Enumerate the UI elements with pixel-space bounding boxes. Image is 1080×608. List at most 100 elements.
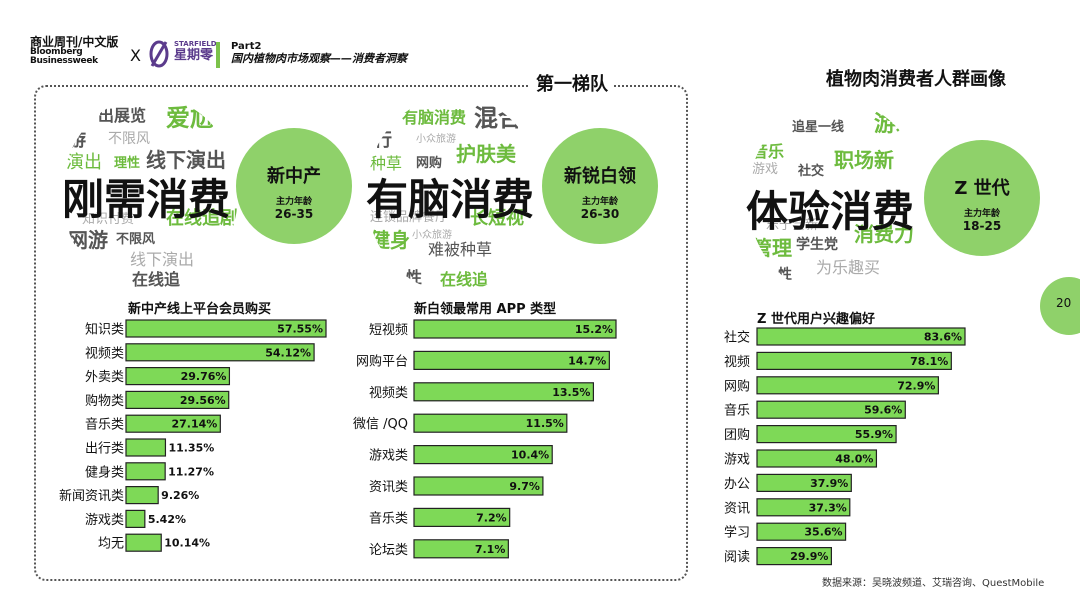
partner-big: 星期零 <box>174 48 214 63</box>
brand-sub-1: Bloomberg <box>30 47 83 57</box>
persona-age-1: 26-35 <box>274 207 314 221</box>
cloud-word: 性 <box>406 268 423 287</box>
cloud-word: 理性 <box>114 156 141 171</box>
bar <box>756 473 852 492</box>
bar <box>125 390 230 410</box>
bar <box>756 498 851 517</box>
persona-age-label-3: 主力年龄 <box>963 209 1000 219</box>
cloud-word: 行 <box>374 130 392 151</box>
cloud-word: 护肤美 <box>456 142 516 166</box>
bar-value-label: 10.14% <box>164 537 210 550</box>
bar-category-label: 微信 /QQ <box>353 417 408 432</box>
bar-value-label: 10.4% <box>511 449 549 462</box>
persona-badge-3: Z 世代 主力年龄 18-25 <box>924 140 1040 256</box>
brand-main: 商业周刊/中文版 <box>30 35 119 49</box>
persona-age-label-2: 主力年龄 <box>581 197 618 207</box>
bar-category-label: 视频类 <box>85 346 124 361</box>
cloud-word: 消费力 <box>854 222 914 246</box>
bar-category-label: 购物类 <box>85 393 124 409</box>
bar <box>413 476 544 496</box>
cloud-word: 职场新 <box>834 148 894 172</box>
cloud-word: 难被种草 <box>428 240 493 259</box>
bar <box>756 351 952 370</box>
bar-category-label: 游戏类 <box>85 513 124 528</box>
cloud-word: 种草 <box>370 154 403 173</box>
bar-category-label: 网购平台 <box>356 353 408 369</box>
bar <box>756 424 897 444</box>
bar <box>413 507 511 527</box>
cloud-word: 游 <box>68 130 86 151</box>
bar-category-label: 学习 <box>724 525 750 541</box>
part-heading: Part2 国内植物肉市场观察——消费者洞察 <box>231 41 407 65</box>
bar <box>413 350 610 371</box>
persona-headword-3: 体验消费 <box>746 187 915 236</box>
bar-value-label: 11.35% <box>168 442 214 455</box>
persona-badge-1: 新中产 主力年龄 26-35 <box>236 128 352 244</box>
tier-label: 第一梯队 <box>530 70 614 96</box>
bar-value-label: 13.5% <box>552 386 590 399</box>
cloud-word: 管理 <box>752 236 792 260</box>
bar-category-label: 网购 <box>724 378 750 394</box>
bar-value-label: 14.7% <box>568 354 606 367</box>
bar <box>125 414 221 433</box>
bar <box>756 547 832 566</box>
bar-chart-2: 短视频 15.2% 网购平台 14.7% 视频类 13.5% 微信 /QQ 11.5% 游戏类 1… <box>353 319 617 559</box>
bar-category-label: 知识类 <box>85 322 124 338</box>
cloud-word: 爱尬 <box>166 104 214 132</box>
part-accent-bar <box>216 42 220 68</box>
bar <box>125 438 167 457</box>
word-cloud-3: 追星一线 游戏 音乐 社交 职场新 游戏 乐于尝新 管理 学生党 消费力 为乐趣… <box>748 100 924 296</box>
bar-category-label: 外卖类 <box>85 370 124 385</box>
persona-name-3: Z 世代 <box>954 178 1010 199</box>
cloud-word: 游戏 <box>752 162 779 177</box>
bar <box>413 382 595 402</box>
bar-value-label: 11.5% <box>526 417 564 430</box>
bar-category-label: 均无 <box>98 537 124 552</box>
cloud-word: 不限风 <box>108 131 150 147</box>
bar-category-label: 游戏 <box>724 453 750 468</box>
bar <box>756 449 878 468</box>
bar <box>413 319 617 339</box>
bar-category-label: 出行类 <box>85 442 124 457</box>
bar-category-label: 音乐类 <box>369 510 408 526</box>
bar <box>125 509 146 528</box>
bar <box>125 366 231 386</box>
brand-logo: 商业周刊/中文版 Bloomberg Businessweek <box>30 36 118 66</box>
bar <box>756 376 939 395</box>
cloud-word: 在线追 <box>132 270 181 289</box>
bar <box>125 319 327 338</box>
bar-category-label: 游戏类 <box>369 449 408 464</box>
cloud-word: 社交 <box>798 164 825 179</box>
part-title: 国内植物肉市场观察——消费者洞察 <box>231 52 407 65</box>
bar <box>413 445 553 465</box>
bar-value-label: 37.3% <box>809 501 847 514</box>
bar-value-label: 27.14% <box>171 418 217 431</box>
bar-category-label: 健身类 <box>85 464 124 480</box>
bar <box>756 522 847 541</box>
bar-value-label: 11.27% <box>168 465 214 478</box>
chart-title-3: Z 世代用户兴趣偏好 <box>757 312 875 327</box>
cloud-word: 追星一线 <box>792 120 845 135</box>
data-source: 数据来源：吴晓波频道、艾瑞咨询、QuestMobile <box>822 578 1045 589</box>
bar-value-label: 57.55% <box>277 323 323 336</box>
persona-name-1: 新中产 <box>267 166 321 187</box>
bar-value-label: 9.26% <box>161 489 199 502</box>
bar-category-label: 新闻资讯类 <box>59 488 124 504</box>
part-label: Part2 <box>231 41 262 52</box>
bar-category-label: 视频 <box>724 355 750 370</box>
cloud-word: 网游 <box>68 228 108 252</box>
bar-value-label: 78.1% <box>910 355 948 368</box>
bar-value-label: 54.12% <box>265 346 311 359</box>
persona-age-2: 26-30 <box>580 207 620 221</box>
bar <box>756 327 966 346</box>
bar <box>125 486 159 505</box>
cloud-word: 有脑消费 <box>402 108 467 127</box>
bar-value-label: 29.56% <box>180 394 226 407</box>
bar-category-label: 音乐 <box>724 403 750 419</box>
cloud-word: 游戏 <box>874 112 919 137</box>
chart-title-1: 新中产线上平台会员购买 <box>128 302 272 317</box>
partner-small: STARFIELD <box>174 40 217 48</box>
word-cloud-2: 有脑消费 混合 行 小众旅游 护肤美 种草 网购 连锁品牌餐厅 长短视 健身 小… <box>366 96 542 292</box>
cloud-word: 线下演出 <box>130 250 195 269</box>
cloud-word: 演出 <box>66 152 102 173</box>
